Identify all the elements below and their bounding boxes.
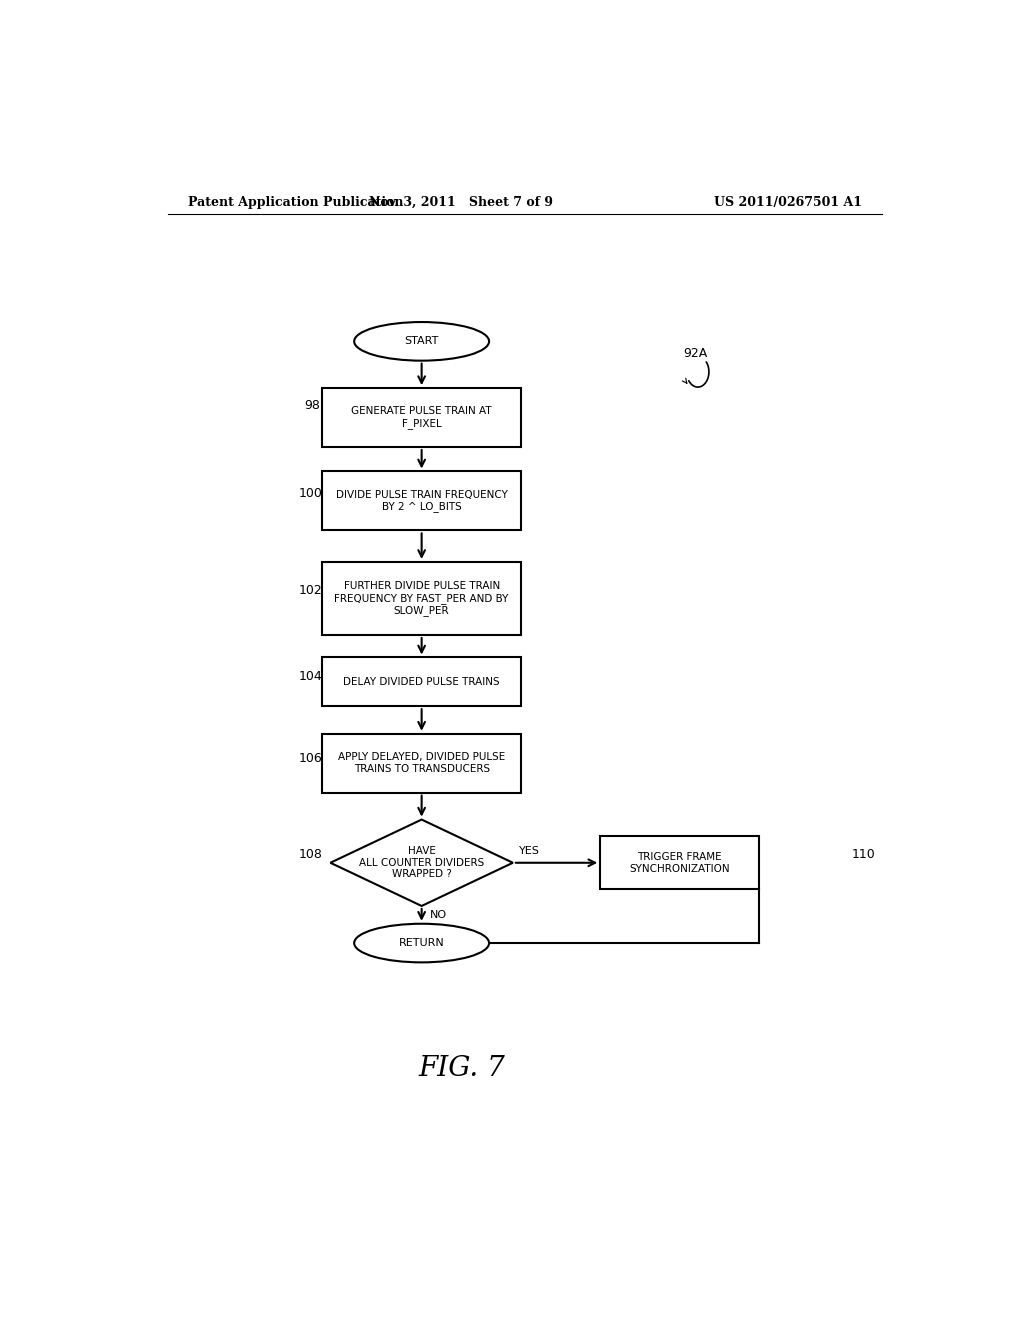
Text: START: START xyxy=(404,337,439,346)
Polygon shape xyxy=(331,820,513,906)
Text: FIG. 7: FIG. 7 xyxy=(418,1055,505,1081)
FancyBboxPatch shape xyxy=(323,562,521,635)
Text: Nov. 3, 2011   Sheet 7 of 9: Nov. 3, 2011 Sheet 7 of 9 xyxy=(370,195,553,209)
Text: TRIGGER FRAME
SYNCHRONIZATION: TRIGGER FRAME SYNCHRONIZATION xyxy=(629,851,730,874)
FancyBboxPatch shape xyxy=(323,471,521,531)
FancyBboxPatch shape xyxy=(323,388,521,447)
Text: US 2011/0267501 A1: US 2011/0267501 A1 xyxy=(714,195,862,209)
FancyBboxPatch shape xyxy=(323,657,521,706)
Text: 92A: 92A xyxy=(684,347,708,360)
Text: 104: 104 xyxy=(299,671,323,684)
FancyBboxPatch shape xyxy=(600,837,759,890)
Text: GENERATE PULSE TRAIN AT
F_PIXEL: GENERATE PULSE TRAIN AT F_PIXEL xyxy=(351,407,492,429)
Text: 100: 100 xyxy=(299,487,323,500)
Ellipse shape xyxy=(354,322,489,360)
Ellipse shape xyxy=(354,924,489,962)
Text: NO: NO xyxy=(430,909,446,920)
Text: HAVE
ALL COUNTER DIVIDERS
WRAPPED ?: HAVE ALL COUNTER DIVIDERS WRAPPED ? xyxy=(359,846,484,879)
Text: DELAY DIVIDED PULSE TRAINS: DELAY DIVIDED PULSE TRAINS xyxy=(343,677,500,686)
Text: Patent Application Publication: Patent Application Publication xyxy=(187,195,403,209)
Text: APPLY DELAYED, DIVIDED PULSE
TRAINS TO TRANSDUCERS: APPLY DELAYED, DIVIDED PULSE TRAINS TO T… xyxy=(338,752,505,774)
FancyBboxPatch shape xyxy=(323,734,521,792)
Text: RETURN: RETURN xyxy=(398,939,444,948)
Text: 108: 108 xyxy=(299,849,323,861)
Text: FURTHER DIVIDE PULSE TRAIN
FREQUENCY BY FAST_PER AND BY
SLOW_PER: FURTHER DIVIDE PULSE TRAIN FREQUENCY BY … xyxy=(335,581,509,616)
Text: 110: 110 xyxy=(852,849,876,861)
Text: 98: 98 xyxy=(304,399,321,412)
Text: 102: 102 xyxy=(299,583,323,597)
Text: YES: YES xyxy=(519,846,540,855)
Text: 106: 106 xyxy=(299,751,323,764)
Text: DIVIDE PULSE TRAIN FREQUENCY
BY 2 ^ LO_BITS: DIVIDE PULSE TRAIN FREQUENCY BY 2 ^ LO_B… xyxy=(336,490,508,512)
